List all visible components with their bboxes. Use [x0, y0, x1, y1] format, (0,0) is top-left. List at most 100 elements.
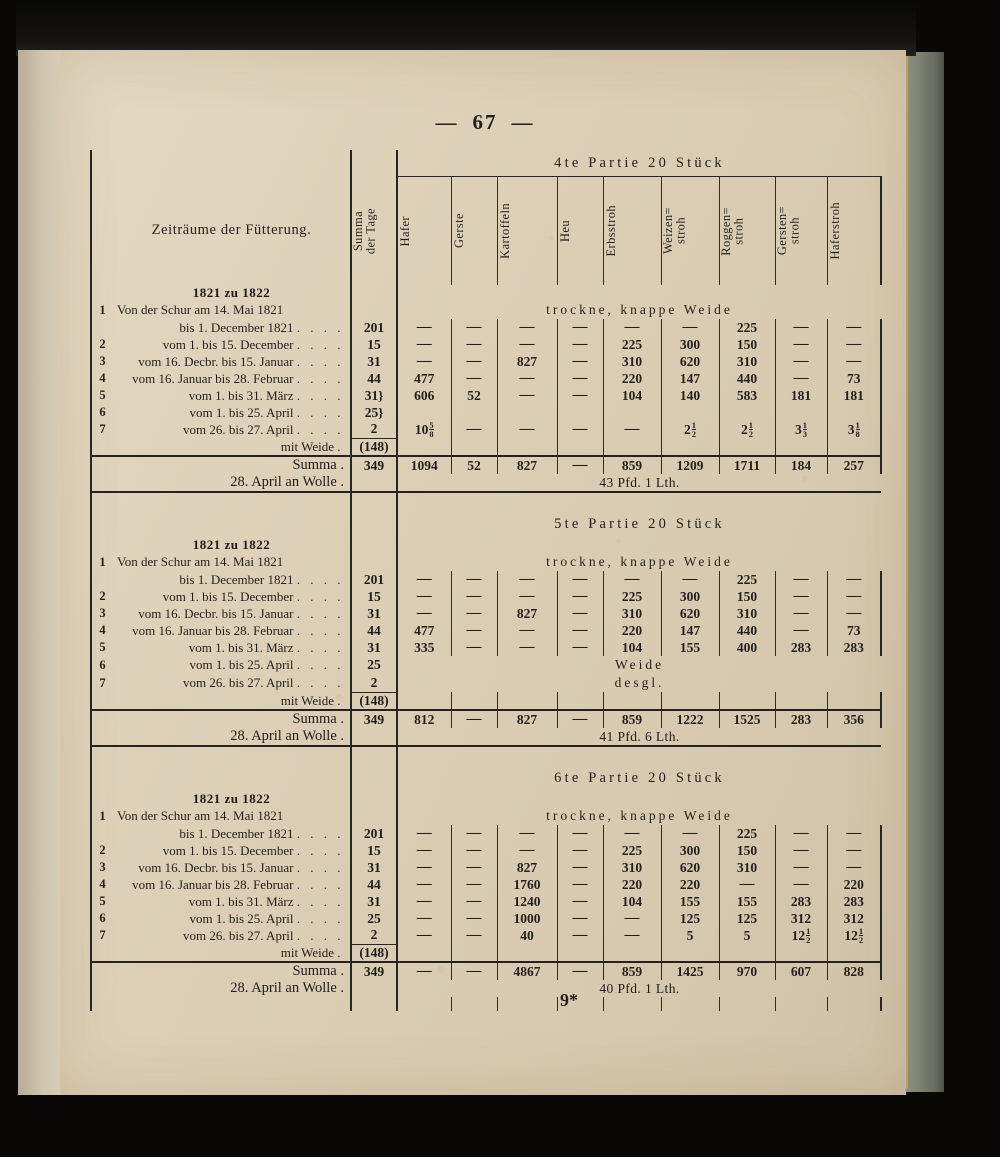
- row-label-2-2: vom 1. bis 15. December . . . .: [162, 842, 344, 858]
- row-label-4-0: vom 16. Januar bis 28. Februar . . . .: [132, 370, 344, 386]
- cell-2-2-7: —: [774, 842, 827, 860]
- cell-1-3-1: —: [450, 605, 497, 623]
- printed-page: —67— 4te Partie 20 Stück: [60, 50, 906, 1095]
- cell-2-4-0: —: [396, 876, 451, 894]
- cell-2-1-8: —: [826, 825, 883, 843]
- days-cell-1-6: 25: [350, 656, 398, 675]
- row-number-5-2: 5: [90, 893, 113, 911]
- days-cell-0-1: 201: [350, 319, 398, 336]
- section-title-row-1: 5te Partie 20 Stück: [90, 511, 881, 538]
- cell-2-7-0: —: [396, 927, 451, 945]
- cell-2-1-2: —: [496, 825, 557, 843]
- cell-2-4-6: —: [718, 876, 775, 894]
- row-number-7-2: 7: [90, 927, 113, 945]
- row-number-1-2: [90, 825, 113, 843]
- weide-band-row-1: Weide: [614, 657, 665, 673]
- data-row-1-3: 3 vom 16. Decbr. bis 15. Januar . . . . 31…: [90, 605, 883, 623]
- mitweide-pad-1-2: [496, 692, 557, 711]
- summa-cell-0-0: 1094: [396, 455, 451, 475]
- cell-0-5-5: 140: [660, 387, 719, 404]
- mit-weide-row-1: mit Weide . (148): [90, 692, 883, 711]
- summa-row-2: Summa . 349— —4867—859 1425 970 607 828: [90, 961, 883, 981]
- year-label-1: 1821 zu 1822: [192, 537, 271, 553]
- mitweide-pad-2-4: [602, 944, 661, 963]
- wolle-value-1: 41 Pfd. 6 Lth.: [599, 728, 680, 744]
- row-label-7-0: vom 26. bis 27. April . . . .: [182, 421, 344, 437]
- cell-0-4-8: 73: [826, 370, 883, 387]
- row-number-6-2: 6: [90, 910, 113, 928]
- mitweide-pad-0-3: [556, 438, 603, 457]
- mitweide-pad-1-3: [556, 692, 603, 711]
- cell-1-3-3: —: [556, 605, 603, 623]
- cell-2-3-1: —: [450, 859, 497, 877]
- cell-2-1-1: —: [450, 825, 497, 843]
- book-cover-edge: [906, 52, 944, 1092]
- mitweide-pad-2-8: [826, 944, 883, 963]
- cell-0-7-4: —: [602, 421, 661, 439]
- year-label-2: 1821 zu 1822: [192, 791, 271, 807]
- cell-0-6-2: [496, 404, 557, 421]
- mitweide-pad-2-1: [450, 944, 497, 963]
- mitweide-pad-1-1: [450, 692, 497, 711]
- mit-weide-days-1: (148): [350, 692, 398, 711]
- year-header-row-1: 1821 zu 1822: [90, 537, 881, 554]
- cell-1-1-8: —: [826, 571, 883, 589]
- data-row-0-2: 2 vom 1. bis 15. December . . . . 15— — — —22…: [90, 336, 883, 353]
- cell-1-3-0: —: [396, 605, 451, 623]
- cell-0-5-7: 181: [774, 387, 827, 404]
- row-number-1-1: [90, 571, 113, 589]
- cell-1-2-6: 150: [718, 588, 775, 606]
- cell-1-2-4: 225: [602, 588, 661, 606]
- table-grid: 4te Partie 20 Stück Zeiträume der Fütter…: [90, 150, 883, 1012]
- cell-0-5-0: 606: [396, 387, 451, 404]
- cell-2-5-5: 155: [660, 893, 719, 911]
- cell-2-4-7: —: [774, 876, 827, 894]
- summa-cell-1-2: 827: [496, 709, 557, 729]
- cell-0-1-0: —: [396, 319, 451, 336]
- data-row-1-4: 4 vom 16. Januar bis 28. Februar . . . . 4…: [90, 622, 883, 640]
- row-number-2-0: 2: [90, 336, 113, 353]
- summa-row-1: Summa . 349 812—827—859 1222 1525 283 356: [90, 709, 883, 729]
- col-header-roggenstroh: Roggen= stroh: [718, 176, 775, 285]
- data-row-2-6: 6 vom 1. bis 25. April . . . . 25— —1000— —1…: [90, 910, 883, 928]
- cell-0-1-8: —: [826, 319, 883, 336]
- mit-weide-row-2: mit Weide . (148): [90, 944, 883, 963]
- cell-2-7-8: 12 1 2: [826, 927, 883, 944]
- mitweide-pad-1-7: [774, 692, 827, 711]
- cell-2-2-1: —: [450, 842, 497, 860]
- wolle-row-2: 28. April an Wolle . 40 Pfd. 1 Lth.: [90, 980, 881, 998]
- row-number-2-1: 2: [90, 588, 113, 606]
- year-label-0: 1821 zu 1822: [192, 285, 271, 300]
- page-number: — 67 —: [90, 110, 880, 135]
- cell-1-5-0: 335: [396, 639, 451, 657]
- summa-row-0: Summa . 349 1094 52 827—859 1209 1711 184 257: [90, 455, 883, 475]
- mitweide-pad-2-2: [496, 944, 557, 963]
- cell-2-6-6: 125: [718, 910, 775, 928]
- wolle-label-1: 28. April an Wolle .: [230, 728, 344, 745]
- cell-0-3-4: 310: [602, 353, 661, 370]
- days-cell-1-4: 44: [350, 622, 398, 640]
- cell-1-1-3: —: [556, 571, 603, 589]
- row-label-5-0: vom 1. bis 31. März . . . .: [188, 387, 344, 403]
- cell-2-5-7: 283: [774, 893, 827, 911]
- cell-1-1-4: —: [602, 571, 661, 589]
- cell-1-2-0: —: [396, 588, 451, 606]
- days-cell-2-4: 44: [350, 876, 398, 894]
- stub-header: Zeiträume der Fütterung.: [151, 222, 312, 239]
- cell-2-4-1: —: [450, 876, 497, 894]
- book-binding-top: [16, 0, 916, 56]
- cell-2-2-4: 225: [602, 842, 661, 860]
- cell-2-6-2: 1000: [496, 910, 557, 928]
- cell-1-4-7: —: [774, 622, 827, 640]
- data-row-1-7: 7 vom 26. bis 27. April . . . . 2 desgl.: [90, 674, 881, 693]
- mitweide-pad-2-7: [774, 944, 827, 963]
- cell-0-3-1: —: [450, 353, 497, 370]
- mit-weide-label-2: mit Weide .: [280, 944, 344, 960]
- summa-cell-0-4: 859: [602, 455, 661, 475]
- weide-band-2: [397, 791, 881, 807]
- cell-2-6-4: —: [602, 910, 661, 928]
- cell-2-5-0: —: [396, 893, 451, 911]
- row-label-3-2: vom 16. Decbr. bis 15. Januar . . . .: [138, 859, 344, 875]
- cell-1-5-3: —: [556, 639, 603, 657]
- summa-cell-1-1: —: [450, 709, 497, 729]
